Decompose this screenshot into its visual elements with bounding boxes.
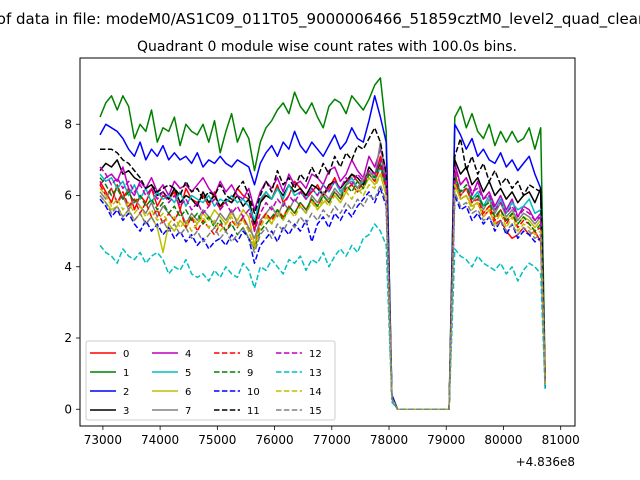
legend-label-2: 2 [123,387,129,398]
x-axis: 73000 74000 75000 76000 77000 78000 79000 80000… [84,426,580,447]
x-tick-label: 79000 [427,433,465,447]
plot-area [99,77,546,411]
legend-label-13: 13 [309,368,322,379]
legend-label-15: 15 [309,406,322,417]
x-tick-label: 80000 [484,433,522,447]
legend-frame [85,340,336,421]
y-tick-label: 8 [64,117,72,131]
series-line-15 [99,184,546,411]
y-tick-label: 2 [64,331,72,345]
y-tick-label: 4 [64,260,72,274]
legend-label-7: 7 [185,406,191,417]
series-line-2 [99,95,546,411]
axes-frame [79,57,576,427]
series-line-11 [100,127,546,411]
legend-label-6: 6 [185,387,191,398]
x-tick-label: 78000 [370,433,408,447]
x-tick-label: 74000 [141,433,179,447]
legend-label-3: 3 [123,406,129,417]
y-axis: 0 2 4 6 8 [64,117,80,416]
chart-title: Quadrant 0 module wise count rates with … [137,39,517,55]
y-tick-label: 6 [64,189,72,203]
series-line-9 [99,162,546,411]
legend-label-0: 0 [123,349,129,360]
x-tick-label: 75000 [198,433,236,447]
x-tick-label: 81000 [542,433,580,447]
series-line-12 [99,159,546,411]
legend-label-5: 5 [185,368,191,379]
x-tick-label: 76000 [255,433,293,447]
x-tick-label: 73000 [84,433,122,447]
legend-label-11: 11 [247,406,260,417]
legend-label-9: 9 [247,368,253,379]
legend-label-1: 1 [123,368,129,379]
series-line-6 [99,173,546,411]
legend-label-4: 4 [185,349,191,360]
legend-label-8: 8 [247,349,253,360]
series-line-1 [99,77,546,411]
series-line-13 [99,223,546,411]
x-tick-label: 77000 [313,433,351,447]
y-tick-label: 0 [64,402,72,416]
x-offset-label: +4.836e8 [516,455,575,469]
series-line-8 [99,166,546,411]
legend-label-14: 14 [309,387,322,398]
legend-label-12: 12 [309,349,322,360]
figure-suptitle: Plot of data in file: modeM0/AS1C09_011T… [0,10,640,29]
legend-label-10: 10 [247,387,260,398]
series-line-14 [99,173,546,411]
series-line-10 [99,187,546,411]
